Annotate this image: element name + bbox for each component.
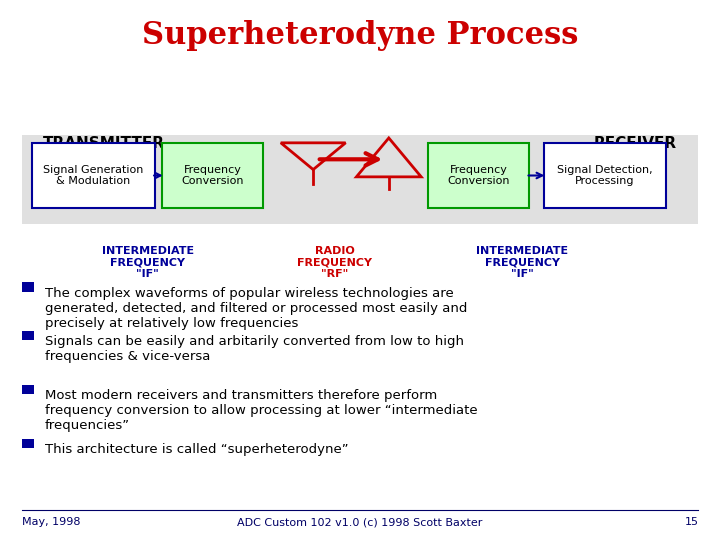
FancyBboxPatch shape	[22, 385, 34, 394]
Text: Most modern receivers and transmitters therefore perform
frequency conversion to: Most modern receivers and transmitters t…	[45, 389, 477, 433]
Text: RECEIVER: RECEIVER	[594, 136, 677, 151]
Text: ADC Custom 102 v1.0 (c) 1998 Scott Baxter: ADC Custom 102 v1.0 (c) 1998 Scott Baxte…	[238, 517, 482, 528]
Text: Superheterodyne Process: Superheterodyne Process	[142, 19, 578, 51]
FancyBboxPatch shape	[22, 439, 34, 448]
FancyBboxPatch shape	[544, 143, 666, 208]
FancyBboxPatch shape	[22, 331, 34, 340]
Text: This architecture is called “superheterodyne”: This architecture is called “superhetero…	[45, 443, 348, 456]
FancyBboxPatch shape	[428, 143, 529, 208]
Text: Frequency
Conversion: Frequency Conversion	[448, 165, 510, 186]
FancyBboxPatch shape	[22, 282, 34, 292]
Text: INTERMEDIATE
FREQUENCY
"IF": INTERMEDIATE FREQUENCY "IF"	[476, 246, 568, 279]
FancyBboxPatch shape	[162, 143, 263, 208]
Text: Frequency
Conversion: Frequency Conversion	[181, 165, 243, 186]
Text: Signal Detection,
Processing: Signal Detection, Processing	[557, 165, 652, 186]
Text: RADIO
FREQUENCY
"RF": RADIO FREQUENCY "RF"	[297, 246, 372, 279]
Text: TRANSMITTER: TRANSMITTER	[43, 136, 165, 151]
FancyBboxPatch shape	[22, 135, 698, 224]
Text: Signal Generation
& Modulation: Signal Generation & Modulation	[43, 165, 144, 186]
Text: The complex waveforms of popular wireless technologies are
generated, detected, : The complex waveforms of popular wireles…	[45, 287, 467, 330]
Text: May, 1998: May, 1998	[22, 517, 80, 528]
Text: Signals can be easily and arbitarily converted from low to high
frequencies & vi: Signals can be easily and arbitarily con…	[45, 335, 464, 363]
Text: 15: 15	[685, 517, 698, 528]
Text: INTERMEDIATE
FREQUENCY
"IF": INTERMEDIATE FREQUENCY "IF"	[102, 246, 194, 279]
FancyBboxPatch shape	[32, 143, 155, 208]
